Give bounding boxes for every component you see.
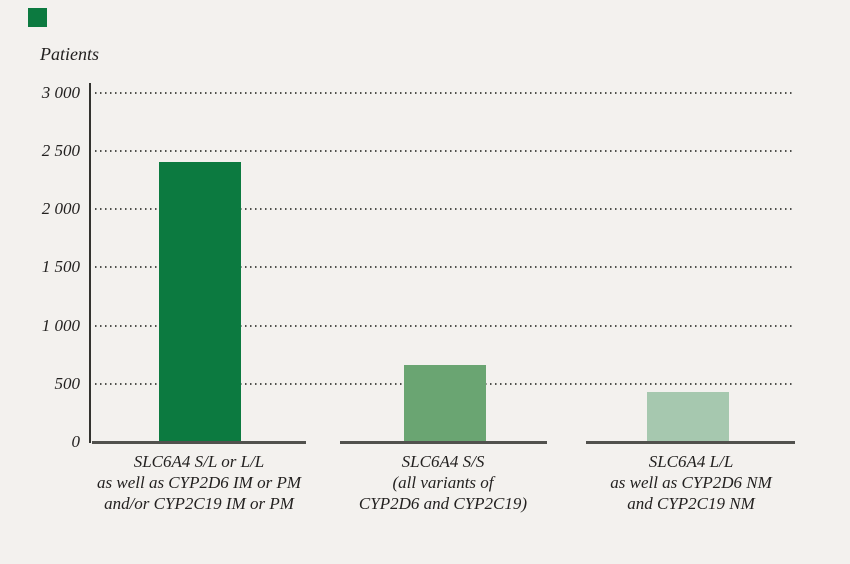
y-axis-line — [89, 83, 91, 443]
category-label-line: SLC6A4 S/S — [401, 452, 485, 471]
y-tick-label-1000: 1 000 — [41, 315, 80, 335]
gridline-2000 — [95, 208, 793, 210]
category-label-line: CYP2D6 and CYP2C19) — [358, 494, 528, 513]
gridline-2500 — [95, 149, 793, 152]
category-label-2: SLC6A4 S/S (all variants of CYP2D6 and C… — [303, 451, 583, 514]
y-tick-label-2500: 2 500 — [41, 140, 80, 160]
x-axis-segment-2 — [340, 441, 547, 444]
gridline-1500 — [95, 266, 793, 269]
bar-slc6a4-ss-all-variants — [404, 365, 486, 442]
category-label-line: and CYP2C19 NM — [627, 494, 755, 513]
category-label-line: (all variants of — [392, 473, 494, 492]
bar-slc6a4-ll-cyp-nm — [647, 391, 729, 442]
category-label-line: as well as CYP2D6 NM — [610, 473, 772, 492]
category-label-1: SLC6A4 S/L or L/L as well as CYP2D6 IM o… — [59, 451, 339, 514]
y-tick-label-3000: 3 000 — [41, 82, 80, 102]
category-label-line: and/or CYP2C19 IM or PM — [104, 494, 294, 513]
green-square-icon — [28, 8, 47, 27]
gridline-1000 — [95, 324, 793, 327]
y-tick-label-2000: 2 000 — [41, 199, 80, 218]
category-label-line: SLC6A4 L/L — [648, 452, 734, 471]
y-tick-label-1500: 1 500 — [41, 257, 80, 277]
y-tick-label-0: 0 — [71, 432, 81, 451]
category-label-3: SLC6A4 L/L as well as CYP2D6 NM and CYP2… — [551, 451, 831, 514]
y-axis-title: Patients — [40, 44, 99, 64]
bar-slc6a4-sl-ll-cyp-im-pm — [159, 162, 241, 442]
y-tick-label-500: 500 — [54, 373, 81, 393]
x-axis-segment-3 — [586, 441, 795, 444]
category-label-line: SLC6A4 S/L or L/L — [133, 452, 265, 471]
gridline-3000 — [95, 91, 793, 94]
category-label-line: as well as CYP2D6 IM or PM — [97, 473, 301, 492]
x-axis-segment-1 — [92, 441, 306, 444]
